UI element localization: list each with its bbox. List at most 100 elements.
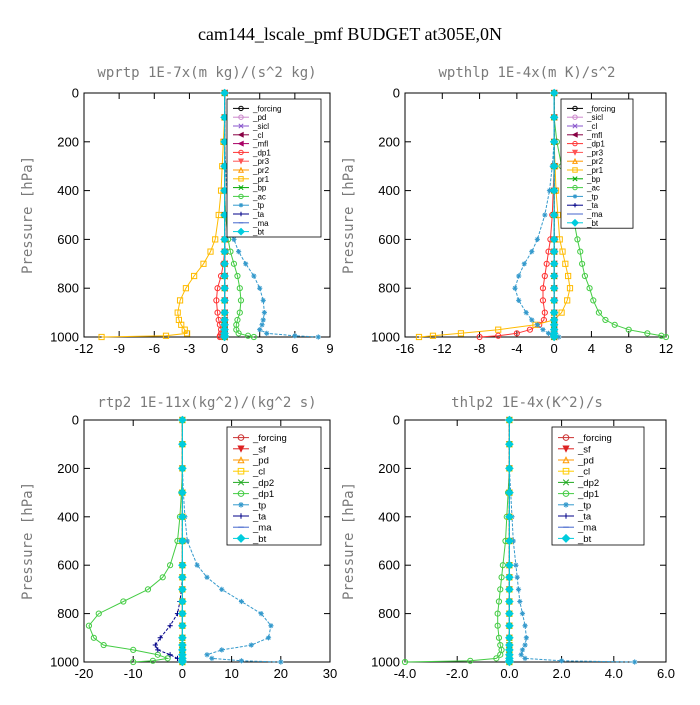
data-point bbox=[264, 330, 270, 336]
legend-label: _tp bbox=[252, 500, 266, 511]
x-tick-label: 6 bbox=[291, 341, 298, 356]
data-point bbox=[174, 309, 181, 316]
legend-item: _cl bbox=[233, 131, 263, 140]
legend-label: _forcing bbox=[577, 433, 612, 444]
legend-item: _ta bbox=[233, 512, 267, 523]
data-point bbox=[178, 560, 187, 570]
x-tick-label: 0 bbox=[551, 341, 558, 356]
data-point bbox=[251, 273, 257, 279]
legend-label: _bt bbox=[252, 228, 265, 237]
legend-label: _ta bbox=[586, 201, 599, 210]
legend-marker bbox=[571, 149, 579, 156]
x-tick-label: -10 bbox=[124, 666, 143, 681]
legend-item: _ta bbox=[558, 512, 592, 523]
data-point bbox=[120, 598, 127, 605]
legend-item: _pr2 bbox=[233, 166, 270, 175]
y-tick-label: 0 bbox=[393, 86, 400, 101]
y-tick-label: 0 bbox=[72, 413, 79, 428]
data-point bbox=[505, 621, 514, 631]
data-point bbox=[315, 334, 321, 340]
data-point bbox=[238, 658, 245, 664]
legend-marker bbox=[572, 176, 578, 182]
legend-marker bbox=[572, 194, 578, 199]
data-point bbox=[234, 272, 241, 280]
panel-wpthlp: wpthlp 1E-4x(m K)/s^2 bbox=[438, 65, 615, 81]
legend-marker bbox=[238, 123, 244, 129]
legend-marker bbox=[238, 185, 244, 191]
data-point bbox=[519, 647, 526, 653]
legend-marker bbox=[238, 513, 244, 519]
y-tick-label: 400 bbox=[57, 183, 79, 198]
y-axis-label: Pressure [hPa] bbox=[20, 156, 36, 274]
data-point bbox=[130, 658, 137, 666]
y-tick-label: 600 bbox=[57, 232, 79, 247]
data-point bbox=[505, 512, 514, 522]
y-tick-label: 400 bbox=[378, 509, 400, 524]
legend-item: _pd bbox=[233, 113, 266, 122]
y-tick-label: 200 bbox=[57, 461, 79, 476]
legend-item: _sicl bbox=[567, 113, 603, 122]
plot-frame bbox=[404, 419, 667, 663]
legend-label: _tp bbox=[577, 500, 591, 511]
legend-item: _sf bbox=[558, 444, 591, 455]
x-tick-label: -2.0 bbox=[446, 666, 468, 681]
legend-item: _tp bbox=[558, 500, 591, 511]
x-tick-label: -8 bbox=[474, 341, 486, 356]
data-point bbox=[220, 88, 229, 98]
data-point bbox=[514, 574, 520, 580]
legend-label: _dp1 bbox=[586, 140, 605, 149]
legend-item: _bt bbox=[233, 228, 265, 237]
data-point bbox=[549, 210, 559, 220]
data-point bbox=[152, 642, 158, 648]
data-point bbox=[494, 610, 501, 617]
data-point bbox=[526, 326, 534, 333]
legend: _forcing_sicl_cl_mfl_dp1_pr3_pr2_pr1_bp_… bbox=[560, 98, 634, 229]
data-point bbox=[497, 651, 504, 658]
legend-label: _dp1 bbox=[252, 489, 274, 500]
panel-title-wpthlp: wpthlp 1E-4x(m K)/s^2 bbox=[438, 65, 615, 81]
data-point bbox=[549, 235, 559, 244]
legend-marker bbox=[237, 158, 245, 165]
legend-item: _dp1 bbox=[233, 489, 274, 500]
legend-item: _pr1 bbox=[567, 166, 604, 175]
data-point bbox=[214, 285, 221, 292]
plot-thlp2: Pressure [hPa] -4.0 -2.0 0.0 2.0 4.0 6.0 0 200 40… bbox=[341, 413, 675, 682]
legend-label: _pd bbox=[252, 113, 266, 122]
data-point bbox=[595, 309, 602, 316]
series-bt bbox=[178, 415, 187, 667]
data-point bbox=[401, 658, 409, 666]
legend-marker bbox=[562, 434, 570, 441]
data-point bbox=[90, 634, 97, 641]
data-point bbox=[625, 326, 632, 333]
data-point bbox=[292, 333, 298, 339]
legend-label: _pr2 bbox=[586, 157, 604, 166]
data-point bbox=[220, 283, 229, 293]
data-point bbox=[191, 272, 198, 280]
data-point bbox=[522, 623, 528, 629]
y-tick-label: 200 bbox=[378, 134, 400, 149]
data-point bbox=[260, 317, 266, 323]
data-point bbox=[476, 333, 483, 341]
legend-marker bbox=[237, 445, 245, 453]
legend-marker bbox=[238, 203, 244, 208]
x-tick-label: -9 bbox=[113, 341, 125, 356]
legend-label: _pr1 bbox=[586, 166, 604, 175]
data-point bbox=[505, 657, 514, 667]
legend-marker bbox=[238, 149, 244, 156]
legend-item: _mfl bbox=[567, 131, 602, 140]
x-tick-label: 0 bbox=[179, 666, 186, 681]
data-point bbox=[238, 598, 245, 605]
data-point bbox=[516, 273, 522, 279]
x-tick-label: -12 bbox=[75, 341, 94, 356]
y-tick-label: 0 bbox=[393, 413, 400, 428]
legend-label: _bt bbox=[252, 534, 267, 545]
data-point bbox=[167, 562, 174, 569]
y-axis-label: Pressure [hPa] bbox=[341, 482, 357, 600]
y-tick-label: 1000 bbox=[371, 330, 400, 345]
legend-label: _cl bbox=[252, 131, 263, 140]
data-point bbox=[549, 186, 559, 195]
legend-item: _pr3 bbox=[233, 157, 270, 166]
legend-marker bbox=[562, 479, 570, 486]
y-tick-label: 200 bbox=[378, 461, 400, 476]
